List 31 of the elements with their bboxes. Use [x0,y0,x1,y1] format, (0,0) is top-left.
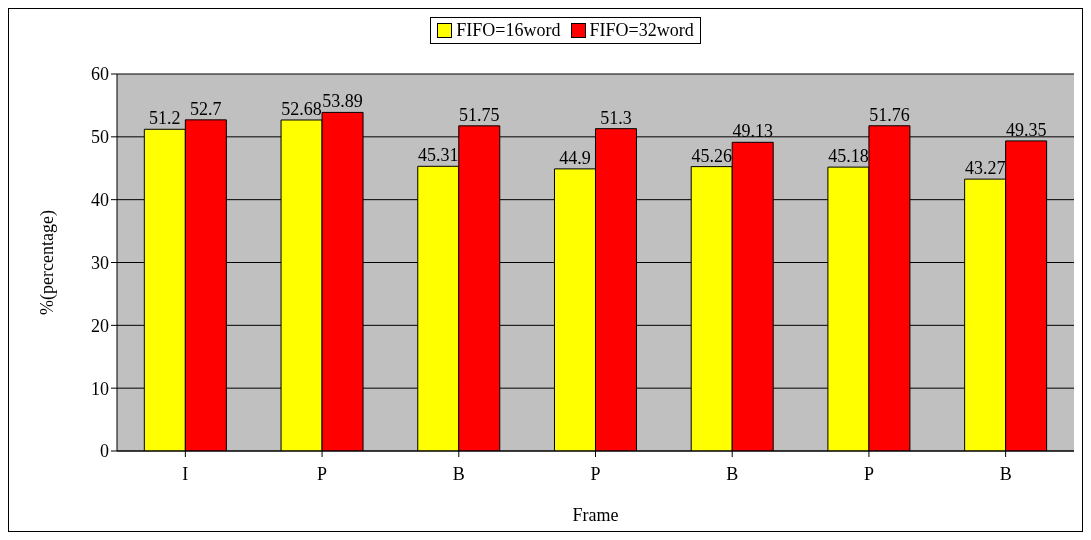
y-tick-label: 30 [91,252,109,273]
data-label: 51.2 [149,108,181,129]
data-label: 45.18 [828,146,869,167]
data-label: 52.7 [190,98,222,119]
x-tick-label: B [999,463,1012,484]
x-tick-label: P [317,463,328,484]
x-tick-label: B [452,463,465,484]
legend-label: FIFO=16word [456,20,561,41]
legend-label: FIFO=32word [589,20,694,41]
data-label: 49.35 [1005,119,1047,140]
data-label: 45.31 [418,145,459,166]
x-axis-title: Frame [572,505,619,525]
data-label: 45.26 [691,145,732,166]
y-tick-label: 20 [91,315,109,336]
y-tick-label: 50 [91,127,109,148]
data-label: 51.3 [600,107,632,128]
x-tick-label: P [590,463,601,484]
x-tick-label: P [863,463,874,484]
y-axis-title: %(percentage) [37,210,59,315]
x-tick-label: I [182,463,189,484]
data-label: 43.27 [964,158,1006,179]
y-tick-label: 10 [91,378,109,399]
data-label: 51.75 [459,104,500,125]
data-label: 51.76 [869,104,910,125]
y-tick-label: 0 [100,441,109,462]
data-label: 52.68 [281,98,322,119]
y-tick-label: 60 [91,64,109,85]
x-tick-label: B [726,463,739,484]
data-label: 53.89 [322,91,363,112]
y-tick-label: 40 [91,190,109,211]
data-label: 44.9 [559,147,591,168]
